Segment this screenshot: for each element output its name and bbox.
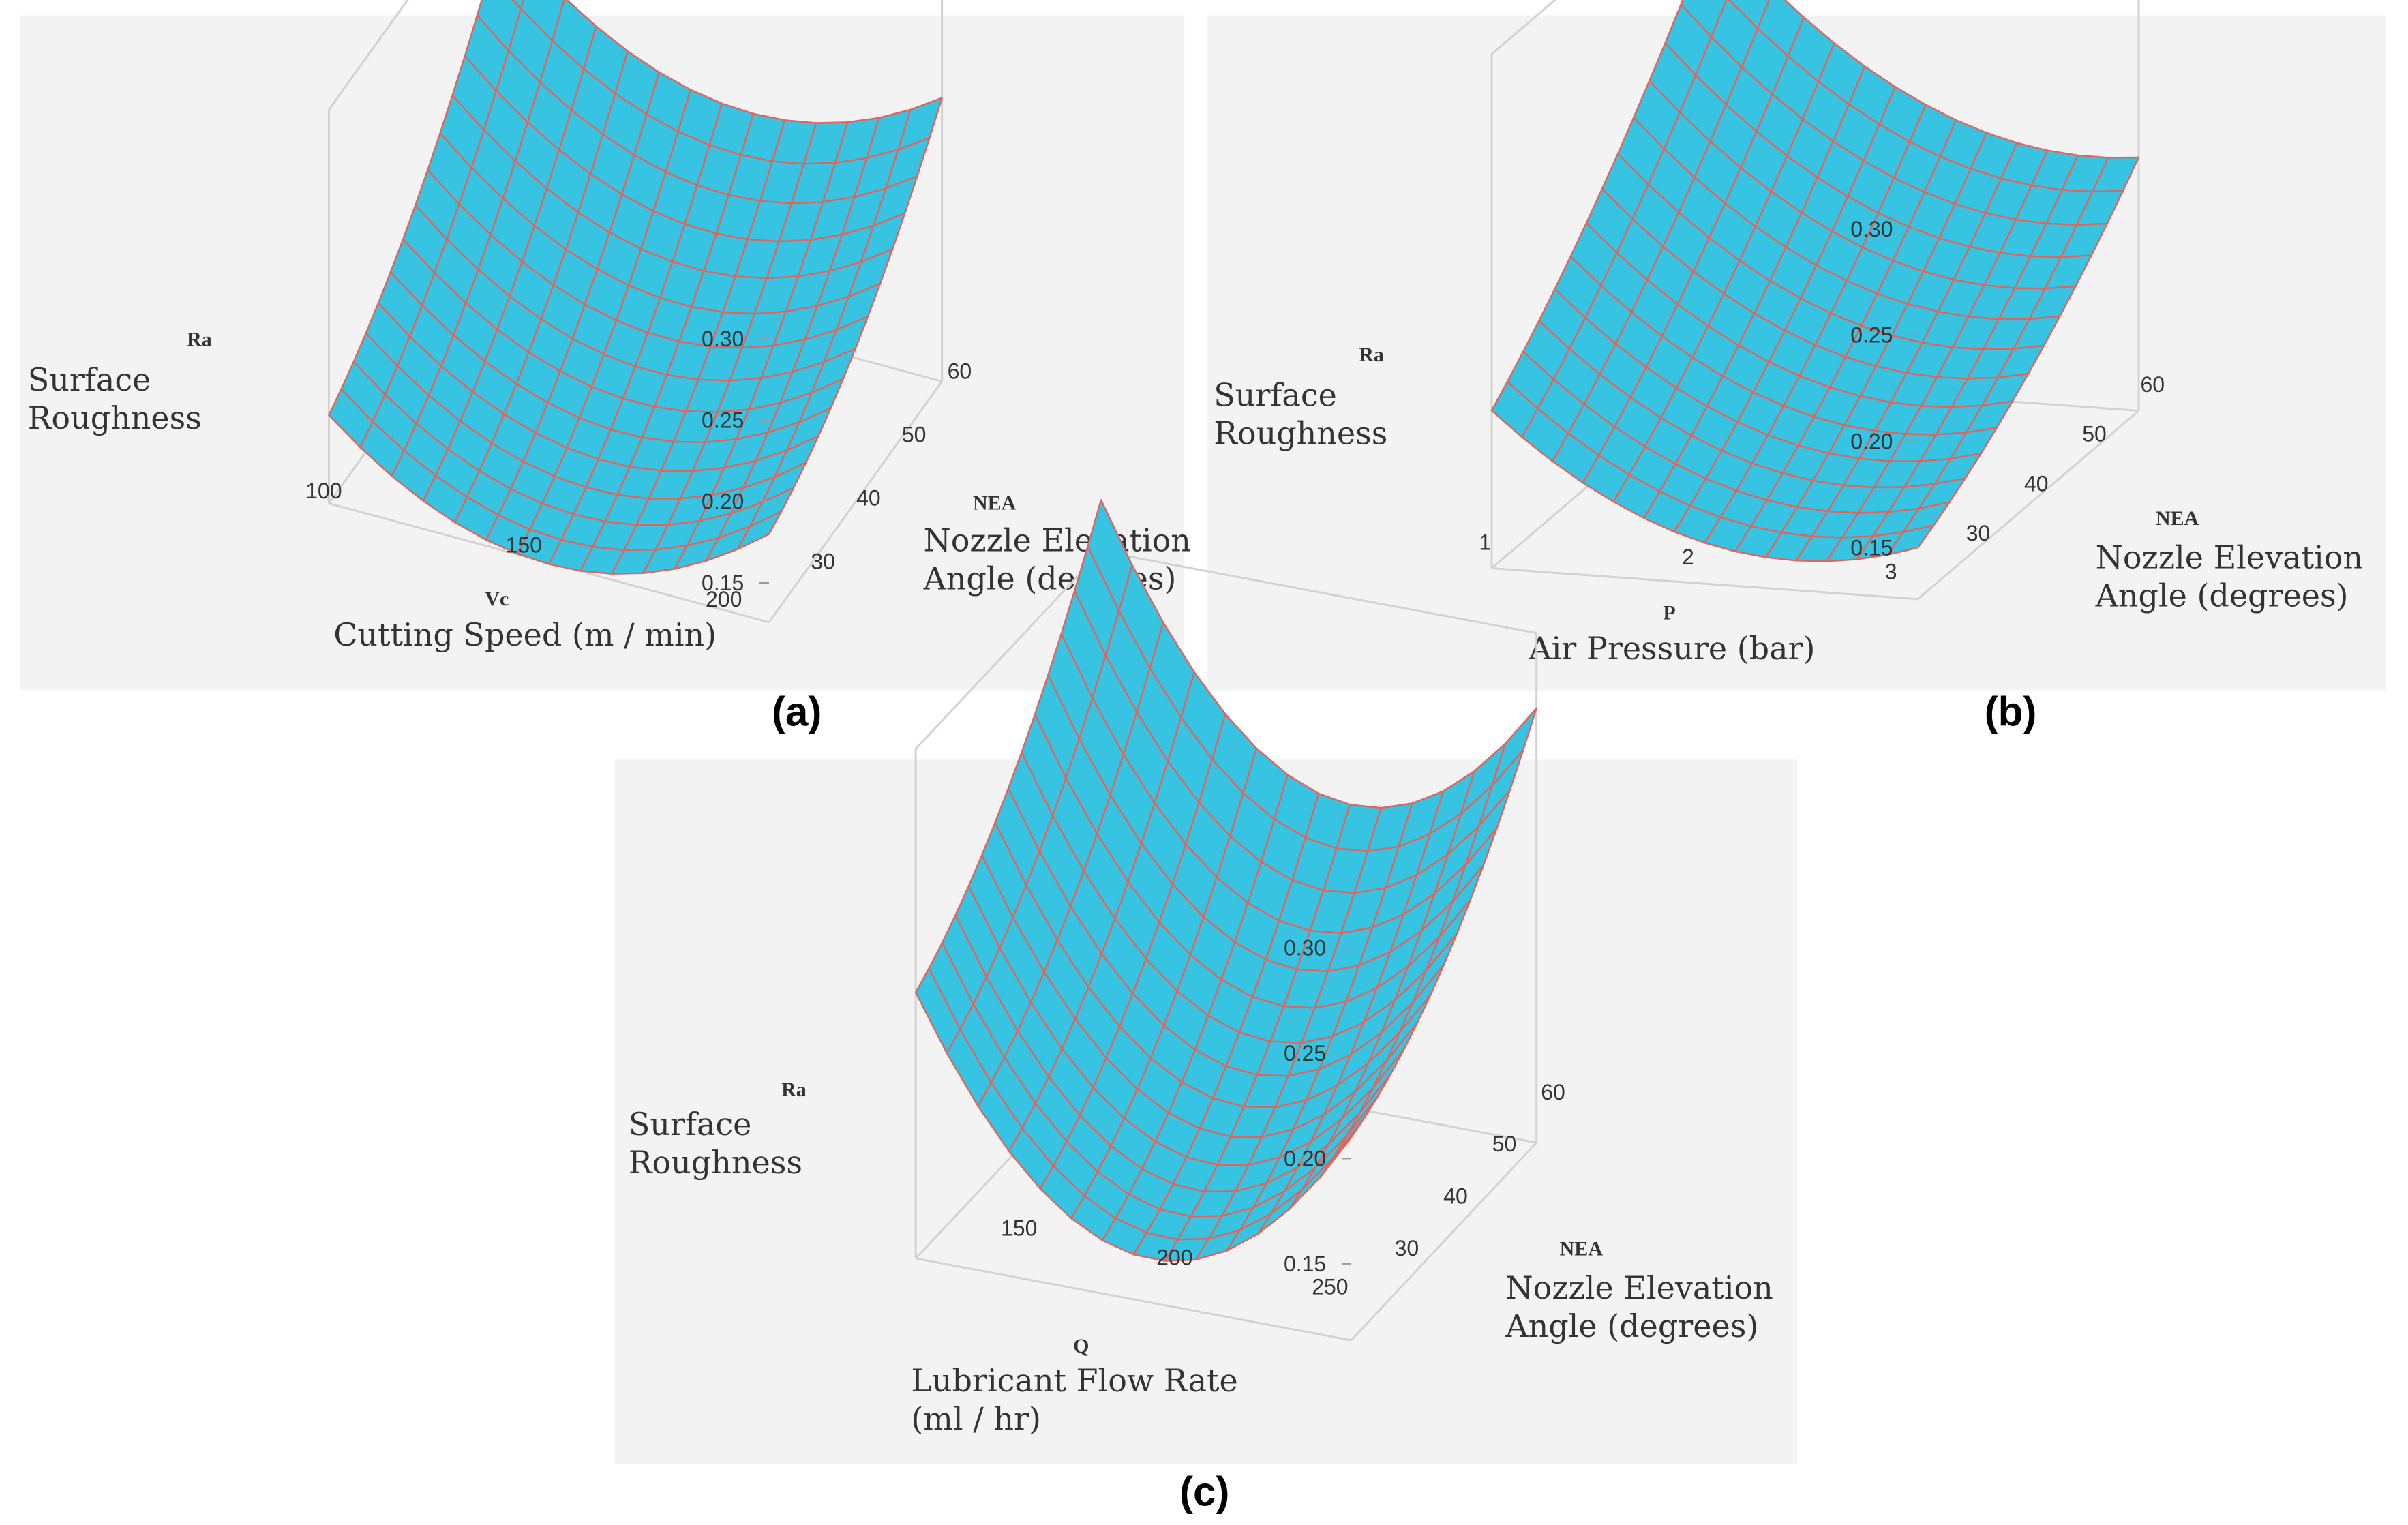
y-axis-title: Nozzle Elevation [2096, 539, 2363, 576]
y-axis-symbol: NEA [2156, 507, 2199, 530]
y-tick-label: 30 [1966, 521, 1991, 545]
z-axis-title: Surface [629, 1106, 752, 1143]
z-axis-symbol: Ra [187, 328, 212, 350]
z-tick-label: 0.20 [702, 489, 744, 514]
y-tick-label: 60 [1541, 1080, 1565, 1104]
box-edge [915, 1257, 1352, 1342]
box-edge [328, 0, 409, 110]
box-edge [1917, 410, 2139, 600]
y-tick-label: 30 [1395, 1236, 1419, 1260]
y-tick-label: 40 [2024, 471, 2049, 496]
x-axis-symbol: Q [1073, 1335, 1089, 1357]
z-axis-title: Surface [1214, 377, 1337, 414]
z-tick-label: 0.25 [702, 408, 744, 432]
x-tick-label: 150 [506, 533, 542, 558]
y-tick-label: 50 [902, 423, 927, 447]
panel-caption: (a) [772, 689, 822, 735]
z-tick-label: 0.30 [1284, 935, 1326, 960]
surface-cell [736, 511, 783, 550]
z-tick-label: 0.15 [702, 571, 744, 595]
z-axis-symbol: Ra [781, 1078, 807, 1101]
panel-caption: (c) [1179, 1468, 1229, 1514]
y-axis-title: Nozzle Elevation [1505, 1269, 1773, 1306]
surface-chart-1: 0.15 0.20 0.25 0.30 100 150 200 30 40 50 60 Ra Vc NEA… [20, 0, 1191, 735]
box-edge [915, 550, 1102, 750]
y-tick-label: 40 [1443, 1183, 1468, 1208]
box-edge [1491, 0, 1557, 55]
y-axis-symbol: NEA [973, 492, 1017, 514]
y-axis-title: Angle (degrees) [1505, 1308, 1758, 1344]
box-edge [1350, 1142, 1537, 1342]
x-axis-symbol: Vc [485, 588, 509, 610]
z-tick-label: 0.25 [1850, 323, 1893, 348]
x-tick-label: 250 [1312, 1274, 1348, 1299]
z-axis-title: Roughness [1214, 415, 1387, 452]
z-axis-symbol: Ra [1359, 344, 1384, 366]
z-tick-label: 0.15 [1284, 1252, 1326, 1276]
z-tick-label: 0.30 [702, 327, 744, 351]
z-axis-title: Roughness [28, 399, 202, 436]
y-tick-label: 60 [2140, 372, 2165, 397]
x-tick-label: 3 [1885, 560, 1897, 584]
y-axis-title: Angle (degrees) [2095, 577, 2349, 614]
surface-cell [1886, 524, 1935, 556]
x-tick-label: 150 [1001, 1216, 1037, 1241]
y-tick-label: 50 [2082, 422, 2107, 447]
y-axis-title: Nozzle Elevation [923, 522, 1190, 559]
z-axis-title: Roughness [629, 1144, 802, 1181]
x-tick-label: 2 [1682, 545, 1694, 569]
x-axis-title: (ml / hr) [911, 1400, 1041, 1437]
x-axis-symbol: P [1663, 601, 1675, 624]
x-axis-title: Cutting Speed (m / min) [333, 616, 717, 653]
x-tick-label: 200 [706, 587, 742, 611]
z-tick-label: 0.20 [1284, 1146, 1326, 1171]
box-edge [768, 380, 943, 623]
y-tick-label: 40 [856, 486, 881, 511]
panel-caption: (b) [1985, 689, 2037, 735]
z-tick-label: 0.25 [1284, 1041, 1326, 1066]
z-axis-title: Surface [28, 361, 151, 398]
z-tick-label: 0.15 [1850, 535, 1893, 560]
z-tick-label: 0.30 [1850, 217, 1893, 241]
y-tick-label: 30 [811, 549, 835, 574]
x-axis-title: Air Pressure (bar) [1528, 630, 1815, 667]
surface-cell [1319, 1117, 1366, 1179]
y-tick-label: 60 [948, 359, 972, 384]
y-tick-label: 50 [1492, 1132, 1517, 1156]
x-tick-label: 100 [305, 479, 342, 503]
z-tick-label: 0.20 [1850, 429, 1893, 454]
x-tick-label: 1 [1479, 530, 1491, 554]
surface-chart-3: 0.15 0.20 0.25 0.30 150 200 250 30 40 50 60 Ra Q NEA S… [614, 499, 1798, 1514]
y-axis-symbol: NEA [1560, 1237, 1604, 1260]
box-edge [1491, 567, 1918, 601]
x-axis-title: Lubricant Flow Rate [911, 1362, 1237, 1399]
x-tick-label: 200 [1156, 1245, 1192, 1269]
surface-chart-2: 0.15 0.20 0.25 0.30 1 2 3 30 40 50 60 Ra P NEA Surface… [1207, 0, 2386, 735]
box-edge [1100, 550, 1537, 635]
